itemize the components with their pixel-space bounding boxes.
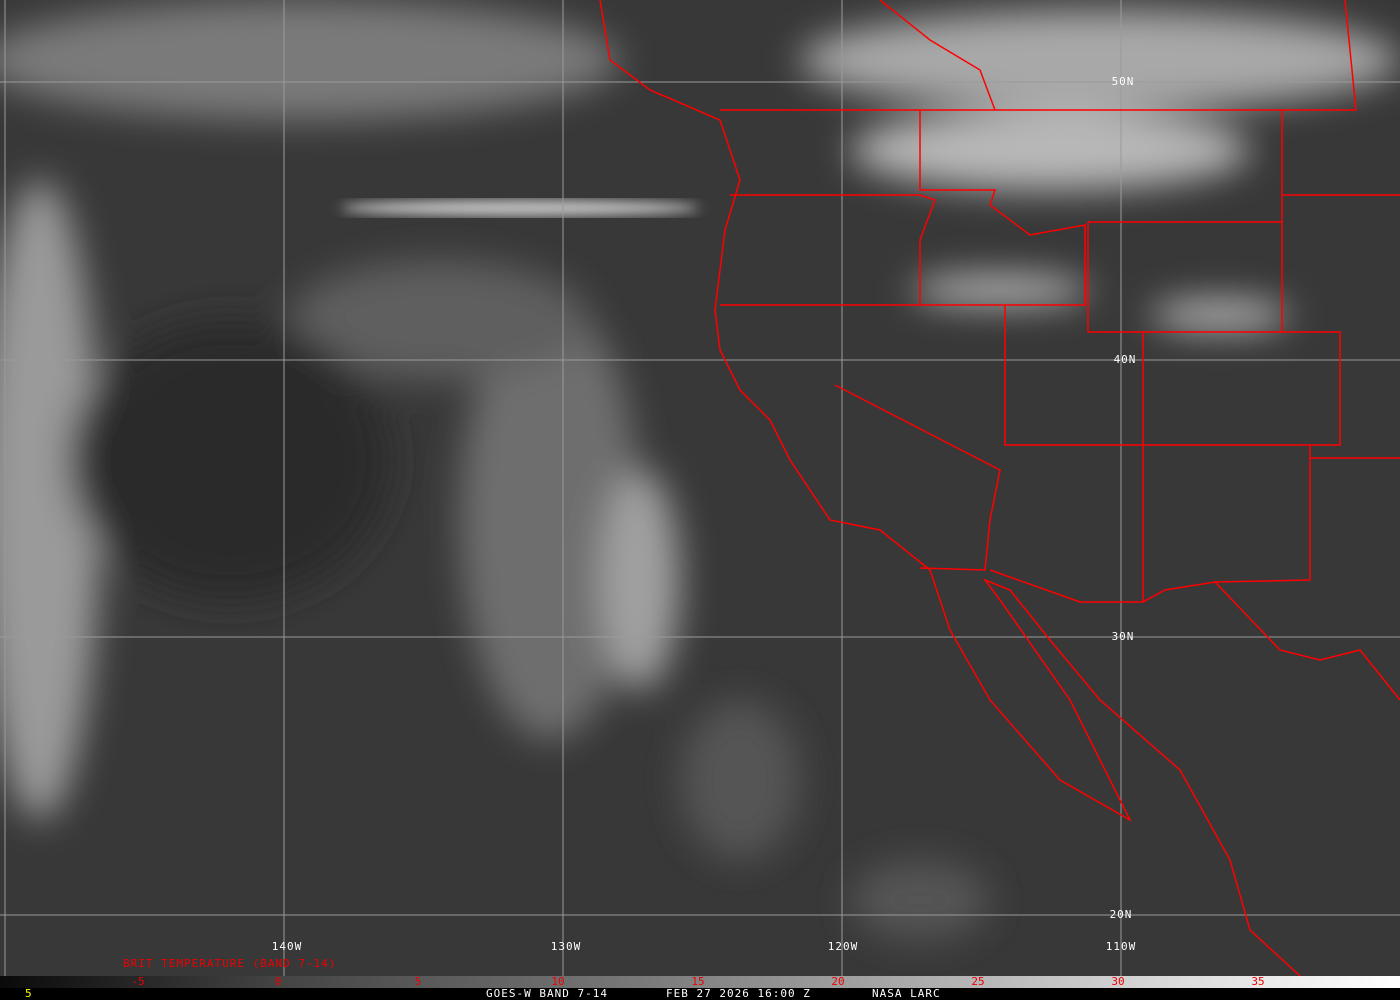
scale-tick: 35 — [1251, 975, 1265, 988]
scale-tick: 30 — [1111, 975, 1125, 988]
corner-value: 5 — [25, 987, 33, 1000]
lon-label-110w: 110W — [1105, 940, 1137, 953]
scale-tick: 20 — [831, 975, 845, 988]
scale-tick: 5 — [414, 975, 422, 988]
scale-tick: 25 — [971, 975, 985, 988]
footer-bar: 5 GOES-W BAND 7-14 FEB 27 2026 16:00 Z N… — [0, 987, 1400, 1000]
cloud-fields — [0, 0, 1400, 940]
color-scale-bar: -5 0 5 10 15 20 25 30 35 — [0, 975, 1400, 988]
scale-tick: -5 — [131, 975, 145, 988]
lon-label-120w: 120W — [827, 940, 859, 953]
source: NASA LARC — [872, 987, 941, 1000]
lon-label-130w: 130W — [550, 940, 582, 953]
legend-title: BRIT TEMPERATURE (BAND 7-14) — [123, 957, 337, 970]
graticule — [0, 0, 1400, 976]
datetime: FEB 27 2026 16:00 Z — [666, 987, 811, 1000]
satellite-band: GOES-W BAND 7-14 — [486, 987, 608, 1000]
lat-label-20n: 20N — [1109, 908, 1133, 921]
scale-tick: 15 — [691, 975, 705, 988]
scale-tick: 0 — [274, 975, 282, 988]
scale-tick: 10 — [551, 975, 565, 988]
lon-label-140w: 140W — [271, 940, 303, 953]
lat-label-30n: 30N — [1111, 630, 1135, 643]
lat-label-50n: 50N — [1111, 75, 1135, 88]
coastlines-and-borders — [599, 0, 1400, 977]
lat-label-40n: 40N — [1113, 353, 1137, 366]
